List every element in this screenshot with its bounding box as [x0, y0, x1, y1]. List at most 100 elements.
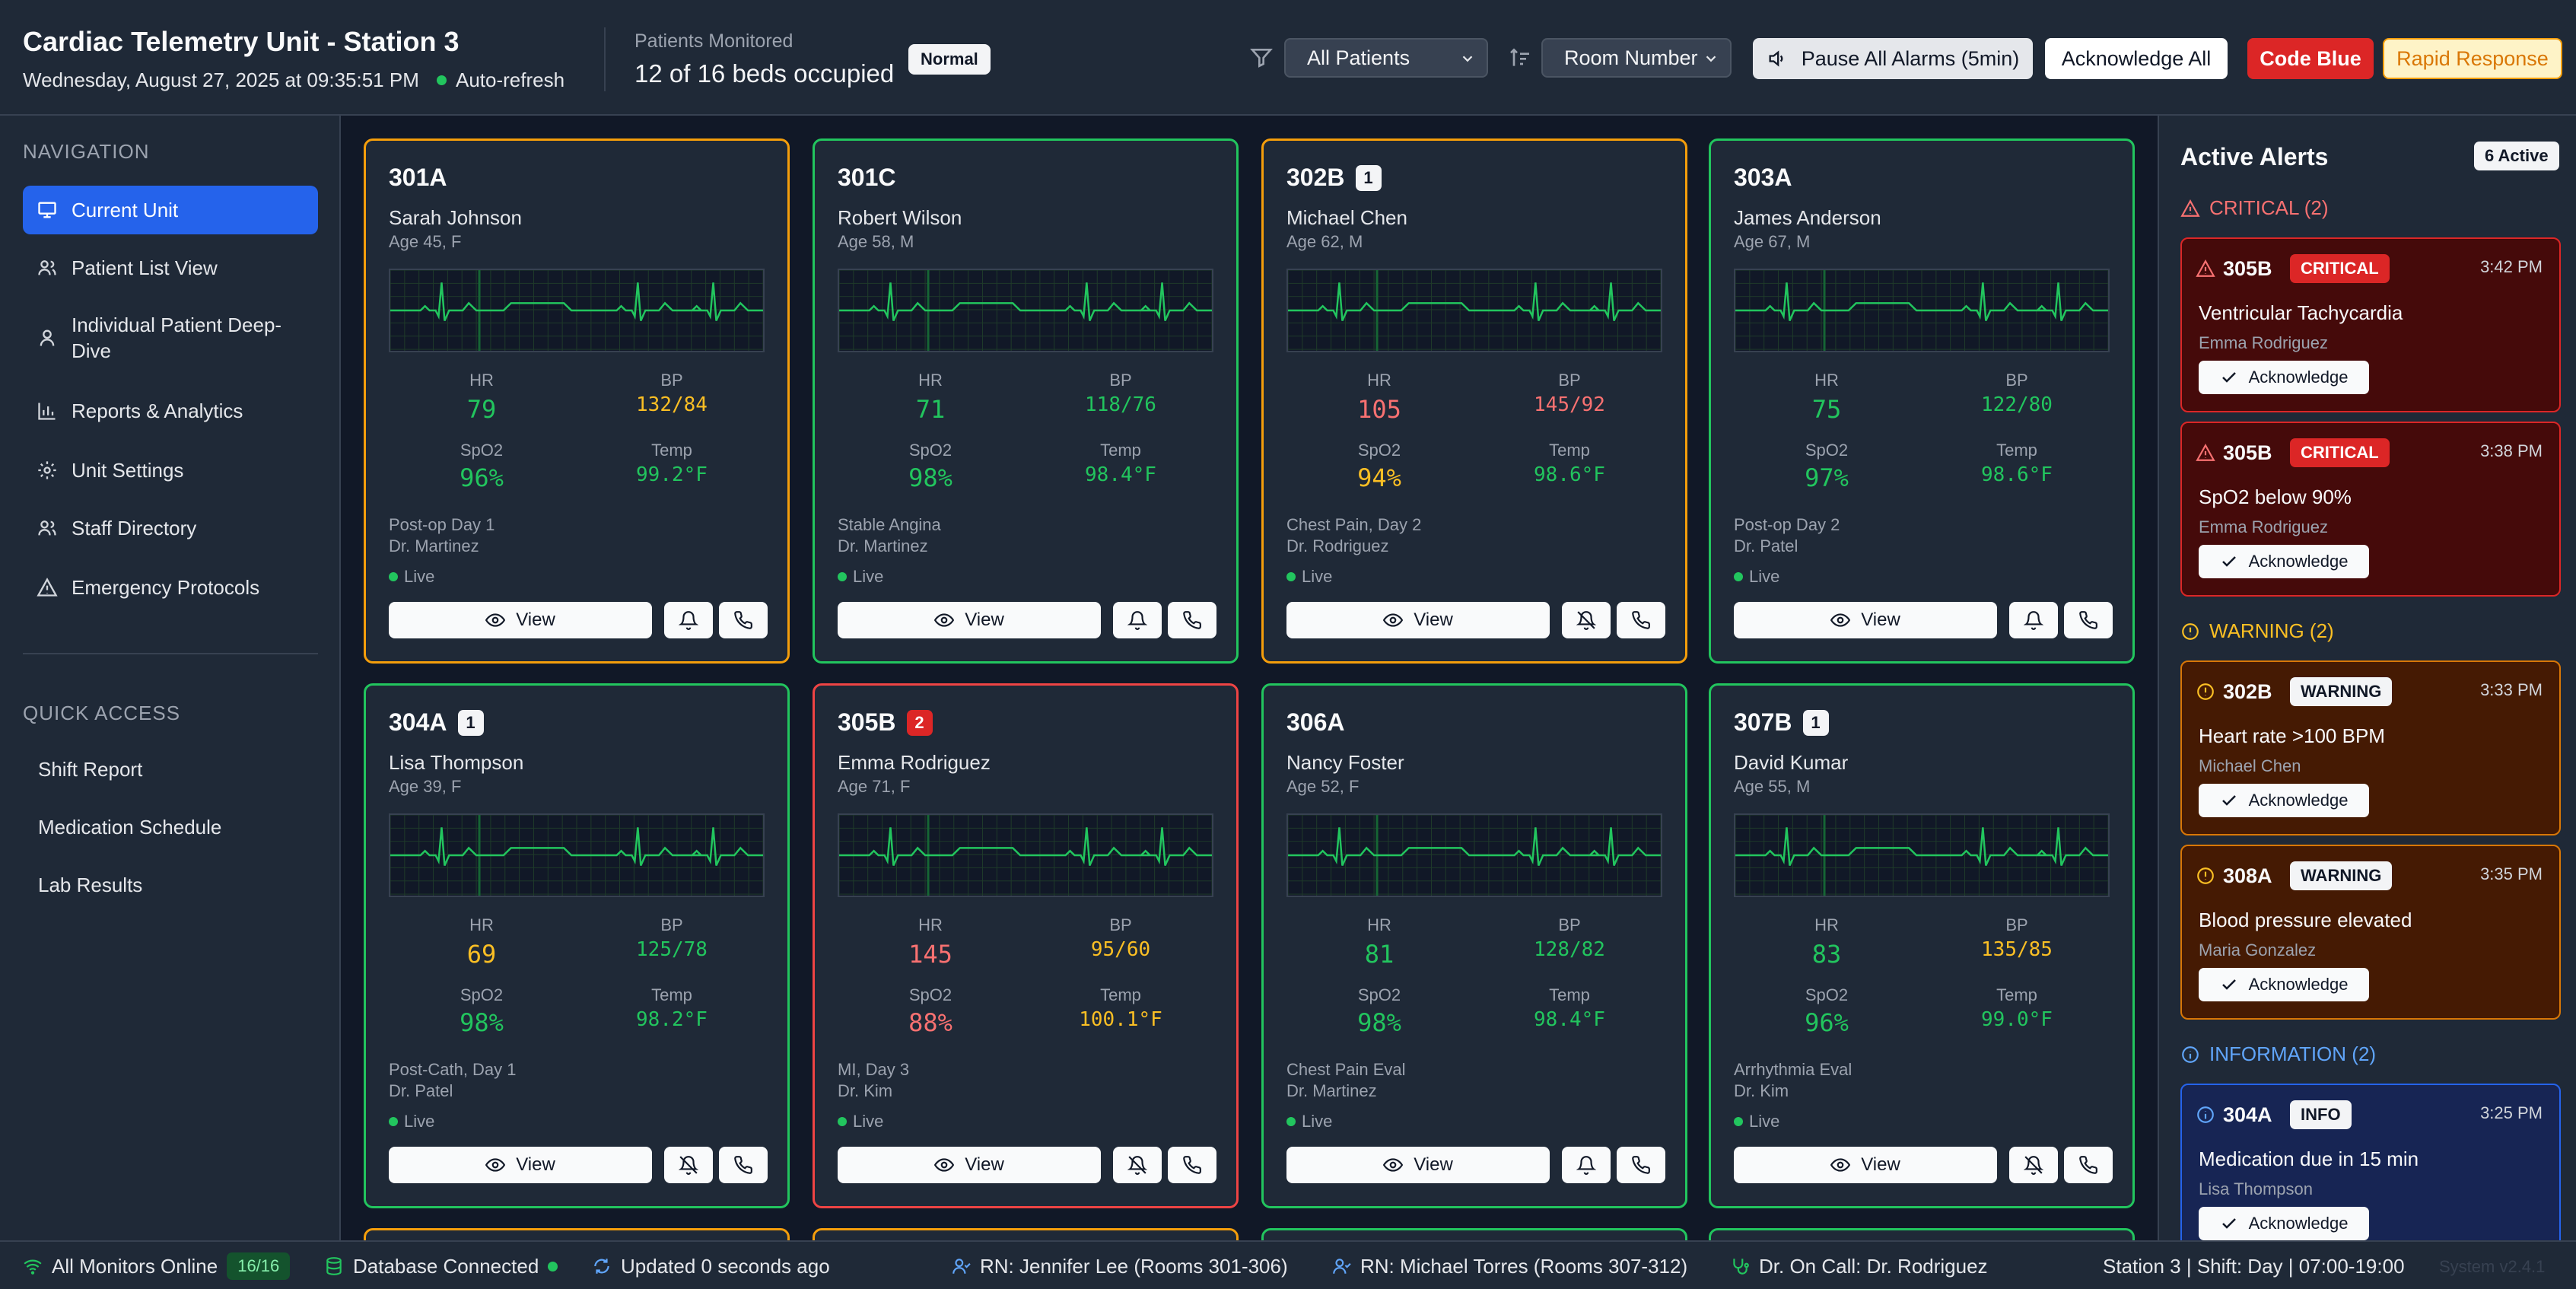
view-patient-button[interactable]: View — [838, 602, 1101, 638]
quick-lab-results[interactable]: Lab Results — [38, 874, 143, 896]
acknowledge-button[interactable]: Acknowledge — [2199, 545, 2369, 578]
patient-card[interactable]: 306A Nancy Foster Age 52, F HR 81 BP 128/82 SpO… — [1261, 683, 1687, 1208]
patient-filter-select[interactable]: All Patients — [1284, 38, 1488, 78]
ecg-monitor — [1286, 269, 1662, 352]
acknowledge-button[interactable]: Acknowledge — [2199, 968, 2369, 1001]
alarm-toggle-button[interactable] — [1113, 602, 1162, 638]
phone-icon — [1631, 610, 1651, 630]
patient-card-partial[interactable] — [1261, 1228, 1687, 1240]
temp-label: Temp — [1549, 985, 1590, 1004]
alarm-toggle-button[interactable] — [2009, 1147, 2058, 1183]
alarm-toggle-button[interactable] — [664, 1147, 713, 1183]
patient-card[interactable]: 303A James Anderson Age 67, M HR 75 BP 122/80 S… — [1709, 138, 2135, 664]
temp-label: Temp — [1100, 985, 1141, 1004]
nav-staff-directory[interactable]: Staff Directory — [23, 504, 318, 552]
pause-alarms-button[interactable]: Pause All Alarms (5min) — [1753, 38, 2033, 79]
alert-count-badge: 2 — [906, 709, 933, 736]
check-icon — [2220, 552, 2238, 571]
system-version: System v2.4.1 — [2439, 1257, 2546, 1276]
alarm-toggle-button[interactable] — [2009, 602, 2058, 638]
nav-label: Reports & Analytics — [72, 399, 243, 422]
call-button[interactable] — [2064, 1147, 2113, 1183]
temp-label: Temp — [1549, 441, 1590, 460]
view-patient-button[interactable]: View — [1734, 1147, 1997, 1183]
alert-message: Medication due in 15 min — [2199, 1147, 2419, 1170]
call-button[interactable] — [2064, 602, 2113, 638]
bell-off-icon — [1127, 1155, 1147, 1175]
warning-triangle-icon — [2180, 199, 2200, 218]
view-patient-button[interactable]: View — [389, 602, 652, 638]
view-patient-button[interactable]: View — [1734, 602, 1997, 638]
monitors-label: All Monitors Online — [52, 1254, 218, 1278]
quick-medication-schedule[interactable]: Medication Schedule — [38, 816, 222, 839]
live-indicator: Live — [1286, 1112, 1332, 1131]
nav-patient-deep-dive[interactable]: Individual Patient Deep-Dive — [23, 301, 318, 374]
status-dot-icon — [389, 572, 398, 581]
nav-label: Individual Patient Deep-Dive — [72, 313, 282, 362]
patient-card[interactable]: 301A Sarah Johnson Age 45, F HR 79 BP 132/84 Sp… — [364, 138, 790, 664]
call-button[interactable] — [719, 1147, 768, 1183]
nav-unit-settings[interactable]: Unit Settings — [23, 446, 318, 495]
call-button[interactable] — [719, 602, 768, 638]
call-button[interactable] — [1168, 602, 1216, 638]
patient-card-partial[interactable] — [813, 1228, 1239, 1240]
view-patient-button[interactable]: View — [1286, 602, 1550, 638]
view-label: View — [516, 1154, 555, 1175]
patient-age: Age 58, M — [838, 232, 914, 251]
code-blue-button[interactable]: Code Blue — [2247, 38, 2374, 79]
station-shift-info: Station 3 | Shift: Day | 07:00-19:00 — [2103, 1254, 2405, 1278]
alarm-toggle-button[interactable] — [664, 602, 713, 638]
room-label: 306A — [1286, 708, 1345, 736]
bell-off-icon — [679, 1155, 698, 1175]
alert-item: 308A WARNING 3:35 PM Blood pressure elevate… — [2180, 845, 2561, 1020]
patient-card[interactable]: 301C Robert Wilson Age 58, M HR 71 BP 118/76 Sp… — [813, 138, 1239, 664]
alert-circle-icon — [2196, 682, 2215, 702]
view-patient-button[interactable]: View — [389, 1147, 652, 1183]
critical-group-heading: CRITICAL (2) — [2180, 196, 2329, 220]
patient-card[interactable]: 302B 1 Michael Chen Age 62, M HR 105 BP 145/92 S… — [1261, 138, 1687, 664]
ecg-waveform — [390, 270, 763, 351]
call-button[interactable] — [1617, 602, 1665, 638]
room-label: 305B — [838, 708, 896, 736]
acknowledge-button[interactable]: Acknowledge — [2199, 1207, 2369, 1240]
quick-shift-report[interactable]: Shift Report — [38, 758, 143, 781]
call-button[interactable] — [1617, 1147, 1665, 1183]
alarm-toggle-button[interactable] — [1562, 1147, 1611, 1183]
alarm-toggle-button[interactable] — [1562, 602, 1611, 638]
spo2-label: SpO2 — [1357, 441, 1401, 460]
patient-card[interactable]: 307B 1 David Kumar Age 55, M HR 83 BP 135/85 SpO… — [1709, 683, 2135, 1208]
patient-card-partial[interactable] — [364, 1228, 790, 1240]
rn-secondary-label: RN: Michael Torres (Rooms 307-312) — [1360, 1254, 1688, 1278]
ecg-waveform — [1735, 270, 2108, 351]
sort-select[interactable]: Room Number — [1541, 38, 1732, 78]
live-indicator: Live — [389, 1112, 434, 1131]
status-dot-icon — [1734, 1117, 1743, 1126]
alarm-toggle-button[interactable] — [1113, 1147, 1162, 1183]
nav-reports[interactable]: Reports & Analytics — [23, 387, 318, 435]
nav-patient-list[interactable]: Patient List View — [23, 243, 318, 292]
patient-card[interactable]: 304A 1 Lisa Thompson Age 39, F HR 69 BP 125/78 S… — [364, 683, 790, 1208]
acknowledge-button[interactable]: Acknowledge — [2199, 784, 2369, 817]
nav-emergency-protocols[interactable]: Emergency Protocols — [23, 563, 318, 612]
patient-age: Age 62, M — [1286, 232, 1363, 251]
temp-label: Temp — [651, 441, 692, 460]
patient-card-partial[interactable] — [1709, 1228, 2135, 1240]
rapid-response-button[interactable]: Rapid Response — [2383, 38, 2562, 79]
warning-heading-label: WARNING (2) — [2209, 619, 2334, 642]
alert-item: 305B CRITICAL 3:38 PM SpO2 below 90% Emma Ro… — [2180, 422, 2561, 597]
view-patient-button[interactable]: View — [1286, 1147, 1550, 1183]
acknowledge-all-button[interactable]: Acknowledge All — [2045, 38, 2228, 79]
nav-current-unit[interactable]: Current Unit — [23, 186, 318, 234]
alert-time: 3:35 PM — [2480, 864, 2543, 883]
acknowledge-button[interactable]: Acknowledge — [2199, 361, 2369, 394]
call-button[interactable] — [1168, 1147, 1216, 1183]
nav-label: Patient List View — [72, 256, 218, 279]
bp-value: 132/84 — [636, 393, 708, 416]
status-dot-icon — [437, 75, 447, 85]
hr-label: HR — [1367, 915, 1391, 934]
patient-card[interactable]: 305B 2 Emma Rodriguez Age 71, F HR 145 BP 95/60… — [813, 683, 1239, 1208]
view-patient-button[interactable]: View — [838, 1147, 1101, 1183]
attending-doctor: Dr. Martinez — [389, 536, 479, 555]
diagnosis: Post-Cath, Day 1 — [389, 1060, 517, 1079]
eye-icon — [934, 1155, 955, 1175]
